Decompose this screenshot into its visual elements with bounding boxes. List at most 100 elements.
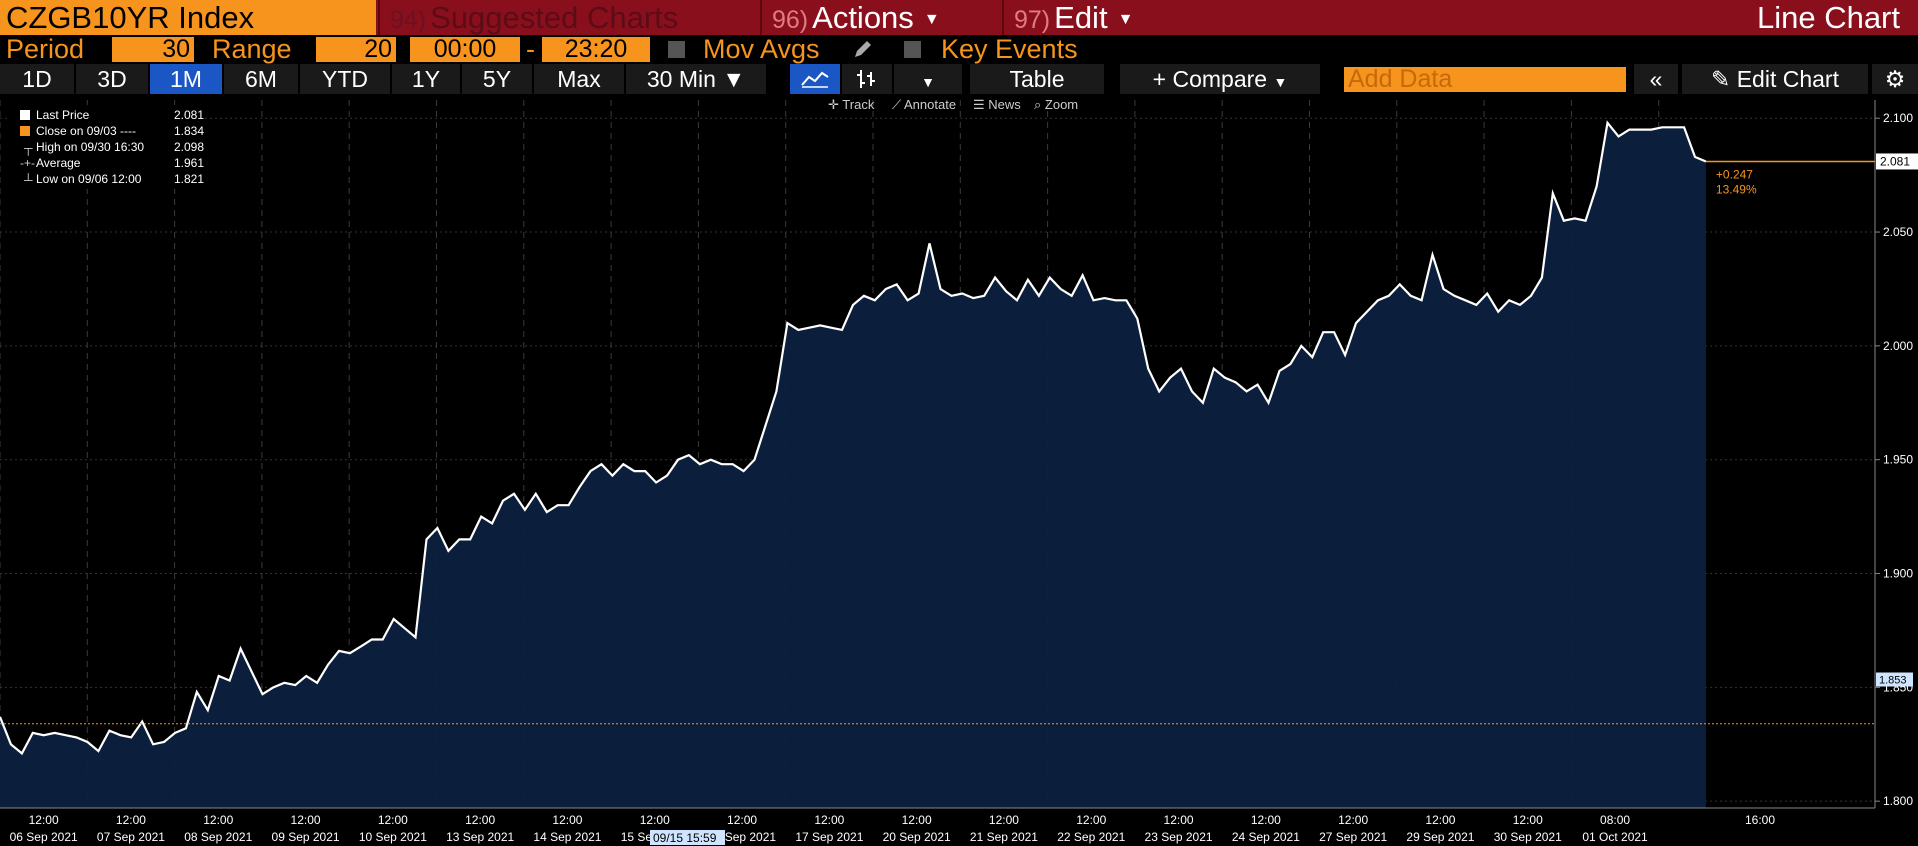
last-price-marker (1876, 153, 1918, 170)
chart-style-dropdown[interactable]: ▼ (894, 64, 962, 94)
range-1m-button[interactable]: 1M (150, 64, 222, 94)
x-time-label: 12:00 (814, 813, 844, 827)
edit-chart-button[interactable]: ✎ Edit Chart (1682, 64, 1868, 94)
x-time-label: 12:00 (902, 813, 932, 827)
legend-last-price[interactable]: Last Price 2.081 (10, 107, 204, 123)
suggested-num: 94) (390, 6, 427, 34)
x-day-label: 14 Sep 2021 (533, 830, 601, 844)
plus-icon: + (1152, 66, 1167, 92)
suggested-label: Suggested Charts (430, 0, 679, 35)
x-day-label: 09 Sep 2021 (272, 830, 340, 844)
y-tick-label: 1.800 (1883, 794, 1913, 808)
annotate-label: Annotate (904, 97, 957, 112)
mov-avgs-label: Mov Avgs (703, 34, 820, 64)
x-time-label: 12:00 (465, 813, 495, 827)
period-field[interactable]: 30 (112, 37, 194, 62)
add-data-input[interactable]: Add Data (1344, 67, 1626, 92)
x-day-label: 08 Sep 2021 (184, 830, 252, 844)
suggested-charts-button[interactable]: 94) Suggested Charts (378, 0, 756, 35)
range-6m-button[interactable]: 6M (224, 64, 298, 94)
legend-label: Average (36, 156, 81, 170)
crosshair-icon: ✛ (828, 97, 839, 112)
x-time-label: 12:00 (378, 813, 408, 827)
edit-label: Edit (1054, 0, 1108, 35)
x-time-label: 12:00 (1513, 813, 1543, 827)
x-day-label: 17 Sep 2021 (795, 830, 863, 844)
actions-button[interactable]: 96) Actions ▼ (760, 0, 1000, 35)
x-time-label: 12:00 (1425, 813, 1455, 827)
triangle-down-icon: ▼ (722, 66, 746, 92)
actions-num: 96) (772, 6, 809, 34)
news-tool[interactable]: ☰ News (973, 97, 1021, 113)
x-day-label: 13 Sep 2021 (446, 830, 514, 844)
table-button[interactable]: Table (970, 64, 1104, 94)
pencil-icon: ✎ (1711, 66, 1731, 92)
magnifier-icon: ⌕ (1034, 97, 1042, 112)
x-time-label: 12:00 (1164, 813, 1194, 827)
range-5y-button[interactable]: 5Y (462, 64, 532, 94)
legend-low[interactable]: ┴ Low on 09/06 12:00 1.821 (10, 171, 204, 187)
annotate-tool[interactable]: ⟋ Annotate (892, 97, 956, 113)
legend-label: Low on 09/06 12:00 (36, 172, 142, 186)
x-day-label: 22 Sep 2021 (1057, 830, 1125, 844)
key-events-checkbox[interactable] (904, 41, 921, 58)
edit-button[interactable]: 97) Edit ▼ (1002, 0, 1178, 35)
legend-label: Close on 09/03 ---- (36, 124, 137, 138)
high-marker-icon: ┬ (24, 141, 33, 155)
x-day-label: 29 Sep 2021 (1406, 830, 1474, 844)
bar-chart-icon[interactable] (842, 64, 892, 94)
legend-average[interactable]: -+- Average 1.961 (10, 155, 204, 171)
range-max-button[interactable]: Max (534, 64, 624, 94)
change-abs-label: +0.247 (1716, 167, 1753, 181)
interval-dropdown[interactable]: 30 Min ▼ (626, 64, 766, 94)
y-tick-label: 2.100 (1883, 111, 1913, 125)
range-label: Range (212, 34, 292, 64)
range-1y-button[interactable]: 1Y (392, 64, 460, 94)
x-day-label: 20 Sep 2021 (883, 830, 951, 844)
compare-button[interactable]: + Compare ▼ (1120, 64, 1320, 94)
x-time-label: 12:00 (1338, 813, 1368, 827)
price-line (0, 120, 1707, 756)
ticker-field[interactable]: CZGB10YR Index (0, 0, 376, 35)
x-day-label: 16 Sep 2021 (708, 830, 776, 844)
line-chart-icon[interactable] (790, 64, 840, 94)
annotate-icon: ⟋ (892, 97, 902, 112)
zoom-tool[interactable]: ⌕ Zoom (1034, 97, 1078, 113)
change-pct-label: 13.49% (1716, 182, 1757, 196)
gear-icon[interactable]: ⚙ (1872, 64, 1918, 94)
x-day-label: 30 Sep 2021 (1494, 830, 1562, 844)
y-tick-label: 1.950 (1883, 453, 1913, 467)
range-ytd-button[interactable]: YTD (300, 64, 390, 94)
legend-label: High on 09/30 16:30 (36, 140, 145, 154)
range-field[interactable]: 20 (316, 37, 396, 62)
chart-type-label: Line Chart (1756, 0, 1900, 35)
triangle-down-icon: ▼ (1273, 74, 1288, 90)
x-time-label: 12:00 (640, 813, 670, 827)
legend-swatch (20, 110, 30, 120)
range-1d-button[interactable]: 1D (0, 64, 74, 94)
track-tool[interactable]: ✛ Track (828, 97, 874, 113)
actions-label: Actions (812, 0, 914, 35)
zoom-label: Zoom (1044, 97, 1079, 112)
x-time-label: 12:00 (1076, 813, 1106, 827)
x-time-label: 12:00 (1251, 813, 1281, 827)
x-day-label: 21 Sep 2021 (970, 830, 1038, 844)
x-time-label: 12:00 (552, 813, 582, 827)
collapse-icon[interactable]: « (1634, 64, 1678, 94)
legend-high[interactable]: ┬ High on 09/30 16:30 2.098 (10, 139, 204, 155)
range-3d-button[interactable]: 3D (76, 64, 148, 94)
average-marker-icon: -+- (20, 156, 35, 170)
triangle-down-icon: ▼ (921, 74, 935, 90)
news-label: News (988, 97, 1021, 112)
period-label: Period (6, 34, 85, 64)
mov-avgs-checkbox[interactable] (668, 41, 685, 58)
time-from-field[interactable]: 00:00 (410, 37, 520, 62)
x-day-label: 01 Oct 2021 (1582, 830, 1648, 844)
price-area (0, 122, 1706, 809)
legend-value: 1.961 (173, 156, 204, 170)
x-time-label: 12:00 (203, 813, 233, 827)
pencil-icon[interactable] (852, 38, 874, 60)
time-to-field[interactable]: 23:20 (542, 37, 650, 62)
legend-close[interactable]: Close on 09/03 ---- 1.834 (10, 123, 204, 139)
